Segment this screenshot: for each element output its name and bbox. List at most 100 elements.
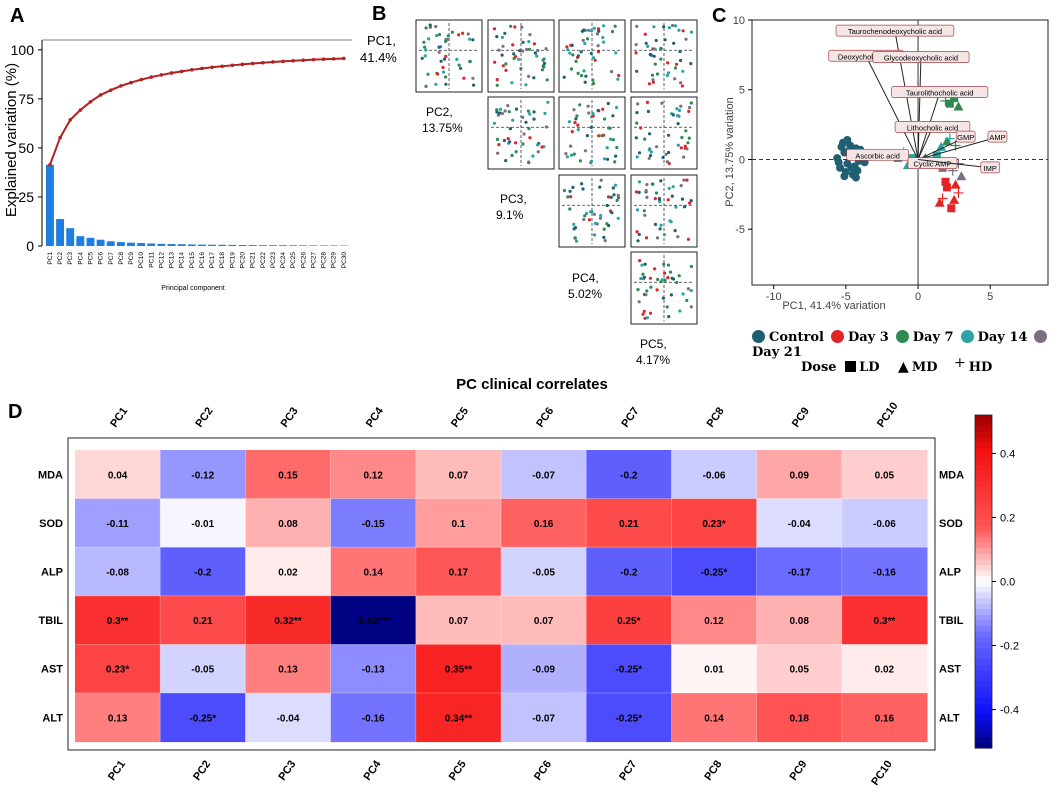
pairs-point — [646, 109, 651, 114]
heatmap-cell — [501, 595, 587, 645]
pairs-point — [613, 183, 618, 187]
pairs-point — [666, 198, 670, 202]
scree-xtick-label: PC12 — [158, 252, 165, 269]
biplot-xtick-label: -10 — [766, 291, 782, 303]
heatmap-cell — [330, 498, 417, 548]
scree-cumulative-point — [139, 77, 143, 82]
colorbar-segment — [975, 520, 992, 527]
pairs-point — [653, 267, 657, 271]
pairs-point — [459, 66, 463, 70]
pairs-point — [506, 104, 510, 108]
heatmap-cell-label: 0.21 — [193, 616, 213, 627]
colorbar-segment — [975, 542, 992, 549]
pairs-point — [576, 71, 580, 75]
heatmap-cell-label: -0.25* — [701, 568, 728, 579]
heatmap-cell-label: -0.2 — [620, 470, 638, 481]
biplot-point-square — [947, 204, 956, 213]
scree-xtick-label: PC7 — [108, 252, 115, 265]
scree-xtick-label: PC25 — [290, 252, 297, 269]
pairs-point — [641, 312, 645, 316]
pairs-point — [518, 49, 522, 53]
heatmap-cell — [415, 498, 502, 548]
pairs-point — [681, 292, 685, 296]
pairs-point — [659, 46, 663, 51]
heatmap-cell — [501, 644, 587, 694]
pairs-point — [637, 190, 641, 194]
pairs-point — [498, 111, 502, 115]
pairs-point — [669, 220, 673, 224]
pairs-point — [593, 221, 598, 225]
scree-cumulative-point — [129, 80, 133, 85]
colorbar-segment — [975, 675, 992, 682]
pairs-point — [611, 114, 615, 118]
heatmap-cell — [75, 644, 161, 694]
scree-bar — [66, 228, 75, 246]
pairs-point — [500, 111, 504, 116]
heatmap-cell — [415, 644, 502, 694]
pairs-point — [688, 106, 692, 110]
biplot-loading-label-box — [846, 148, 909, 161]
pairs-point — [509, 24, 513, 28]
heatmap-cell-label: -0.11 — [106, 519, 129, 530]
heatmap-cell-label: -0.15 — [362, 519, 385, 530]
pairs-point — [424, 84, 428, 88]
pairs-point — [437, 32, 442, 37]
pairs-point — [583, 149, 588, 153]
pairs-point — [428, 23, 432, 27]
colorbar-segment — [975, 570, 992, 577]
pairs-point — [654, 38, 658, 43]
pairs-point — [664, 152, 668, 156]
colorbar-segment — [975, 609, 992, 616]
heatmap-cell — [756, 693, 843, 743]
scree-cumulative-point — [220, 64, 225, 69]
colorbar-segment — [975, 581, 992, 588]
heatmap-cell — [75, 547, 161, 597]
pairs-point — [439, 59, 443, 63]
pairs-point — [616, 216, 620, 220]
biplot-xtick-label: 0 — [915, 291, 921, 303]
pairs-point — [608, 126, 612, 130]
pairs-point — [562, 188, 567, 193]
pairs-point — [501, 44, 505, 48]
scree-bar — [127, 242, 135, 246]
scree-cumulative-point — [108, 88, 113, 93]
heatmap-cell-label: 0.08 — [789, 616, 809, 627]
heatmap-cell-label: 0.23* — [106, 665, 129, 676]
pairs-point — [644, 236, 649, 240]
heatmap-cell — [841, 547, 928, 597]
heatmap-cell — [245, 450, 332, 500]
scree-cumulative-point — [58, 135, 62, 140]
colorbar-segment — [975, 420, 992, 427]
pairs-point — [495, 110, 499, 114]
pairs-point — [676, 235, 680, 239]
scree-cumulative-point — [281, 59, 285, 64]
heatmap-cell — [671, 644, 758, 694]
colorbar-segment — [975, 631, 992, 638]
colorbar-segment — [975, 575, 992, 583]
heatmap-cell-label: 0.3** — [107, 616, 129, 627]
pairs-point — [635, 208, 640, 212]
scree-xtick-label: PC21 — [250, 252, 257, 269]
scree-xtick-label: PC15 — [189, 252, 196, 269]
pairs-point — [503, 109, 507, 113]
biplot-point-plus — [944, 133, 955, 144]
scree-bar — [96, 239, 105, 246]
biplot-point-control — [834, 158, 843, 167]
legend-dot-day21 — [1034, 330, 1048, 343]
pairs-point — [608, 137, 613, 141]
biplot-y-axis-label: PC2, 13.75% variation — [724, 97, 736, 206]
heatmap-cell — [586, 644, 672, 694]
heatmap-cell — [160, 693, 246, 743]
biplot-point-triangle — [956, 171, 967, 181]
pairs-point — [636, 239, 640, 243]
pairs-point — [541, 58, 545, 62]
pairs-point — [602, 235, 606, 239]
heatmap-cell-label: 0.07 — [449, 470, 469, 481]
scree-cumulative-point — [291, 58, 295, 63]
pairs-point — [590, 210, 594, 214]
scree-xtick-label: PC10 — [138, 252, 145, 269]
pairs-point — [576, 54, 581, 58]
pairs-point — [527, 47, 532, 51]
scree-xtick-label: PC4 — [77, 252, 84, 265]
pairs-point — [524, 83, 528, 87]
